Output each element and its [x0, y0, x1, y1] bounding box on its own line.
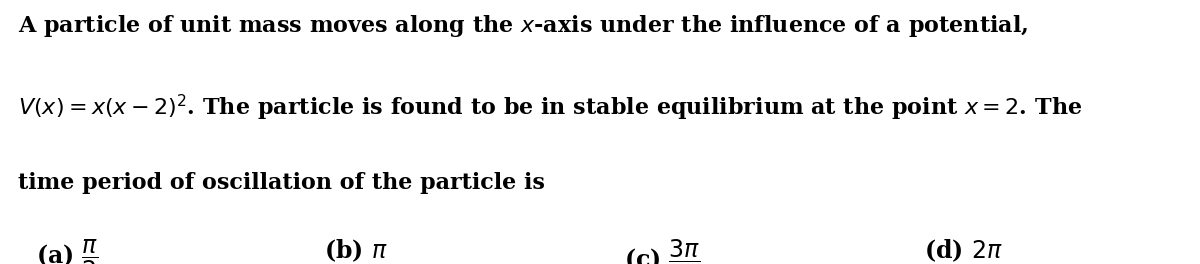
Text: (c) $\dfrac{3\pi}{2}$: (c) $\dfrac{3\pi}{2}$: [624, 238, 701, 264]
Text: (b) $\pi$: (b) $\pi$: [324, 238, 388, 264]
Text: (d) $2\pi$: (d) $2\pi$: [924, 238, 1003, 264]
Text: A particle of unit mass moves along the $x$-axis under the influence of a potent: A particle of unit mass moves along the …: [18, 13, 1028, 39]
Text: (a) $\dfrac{\pi}{2}$: (a) $\dfrac{\pi}{2}$: [36, 238, 98, 264]
Text: time period of oscillation of the particle is: time period of oscillation of the partic…: [18, 172, 545, 194]
Text: $V(x) = x(x-2)^2$. The particle is found to be in stable equilibrium at the poin: $V(x) = x(x-2)^2$. The particle is found…: [18, 92, 1082, 122]
